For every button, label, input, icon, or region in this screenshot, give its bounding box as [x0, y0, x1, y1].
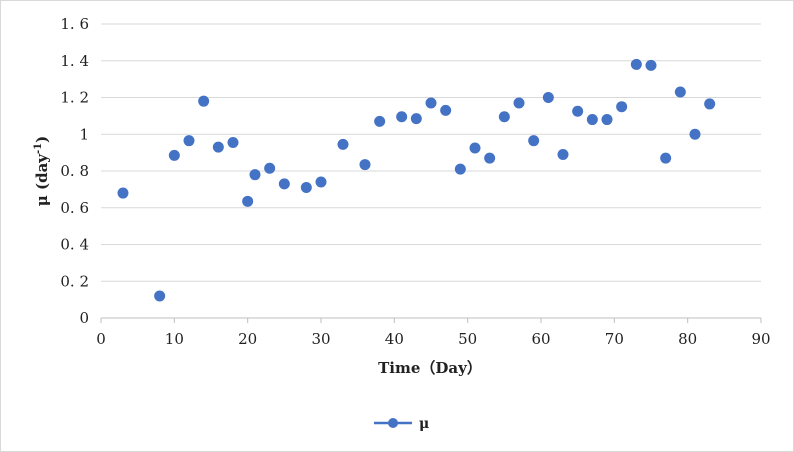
data-point: [264, 162, 276, 174]
y-tick-label: 1. 6: [60, 15, 89, 33]
data-points: [117, 58, 716, 302]
x-tick-label: 80: [678, 330, 697, 348]
x-tick-label: 10: [165, 330, 184, 348]
y-axis-title-close: ): [33, 136, 51, 143]
legend-label: μ: [419, 416, 429, 432]
data-point: [374, 115, 386, 127]
x-tick-label: 60: [531, 330, 550, 348]
data-point: [212, 141, 224, 153]
legend: μ: [374, 416, 429, 432]
data-point: [601, 114, 613, 126]
data-point: [359, 159, 371, 171]
y-axis-title-superscript: -1: [33, 143, 44, 154]
data-point: [660, 152, 672, 164]
data-point: [542, 92, 554, 103]
data-point: [227, 137, 239, 149]
data-point: [454, 163, 466, 175]
data-point: [168, 149, 180, 161]
x-tick-label: 30: [311, 330, 330, 348]
data-point: [704, 98, 716, 110]
x-tick-label: 90: [751, 330, 770, 348]
x-tick-label: 0: [96, 330, 106, 348]
data-point: [315, 176, 327, 188]
x-tick-label: 20: [238, 330, 257, 348]
y-tick-label: 0. 8: [60, 162, 89, 180]
y-axis-title: μ (day-1): [33, 136, 51, 206]
data-point: [674, 86, 686, 98]
data-point: [117, 187, 129, 199]
data-point: [154, 290, 166, 302]
y-tick-label: 0. 4: [60, 236, 89, 254]
data-point: [645, 59, 657, 71]
data-point: [689, 128, 701, 140]
data-point: [249, 169, 261, 181]
data-point: [198, 95, 210, 107]
legend-point-marker: [388, 418, 398, 428]
x-tick-label: 70: [605, 330, 624, 348]
data-point: [242, 195, 254, 207]
x-axis-ticks: 0 10 20 30 40 50 60 70 80 90: [96, 318, 771, 348]
data-point: [440, 104, 452, 116]
gridlines: [101, 23, 761, 282]
data-point: [337, 138, 349, 150]
y-tick-label: 0. 6: [60, 199, 89, 217]
data-point: [630, 58, 642, 70]
y-axis-ticks: 0 0. 2 0. 4 0. 6 0. 8 1 1. 2 1. 4 1. 6: [60, 15, 89, 327]
data-point: [278, 178, 290, 190]
data-point: [572, 105, 584, 117]
data-point: [410, 113, 422, 125]
y-tick-label: 1. 4: [60, 52, 89, 70]
y-tick-label: 0: [79, 309, 89, 327]
data-point: [300, 182, 312, 194]
data-point: [557, 148, 569, 160]
data-point: [498, 111, 510, 123]
data-point: [513, 97, 525, 109]
data-point: [183, 135, 195, 147]
y-axis-title-main: μ (day: [33, 153, 51, 207]
data-point: [586, 114, 598, 126]
data-point: [484, 152, 496, 164]
y-tick-label: 0. 2: [60, 272, 89, 290]
y-tick-label: 1: [79, 125, 89, 143]
data-point: [469, 142, 481, 154]
data-point: [528, 135, 540, 147]
data-point: [616, 101, 628, 113]
x-axis-title: Time（Day）: [378, 359, 482, 377]
x-tick-label: 50: [458, 330, 477, 348]
data-point: [425, 97, 437, 109]
y-tick-label: 1. 2: [60, 89, 89, 107]
data-point: [396, 111, 408, 123]
x-tick-label: 40: [385, 330, 404, 348]
